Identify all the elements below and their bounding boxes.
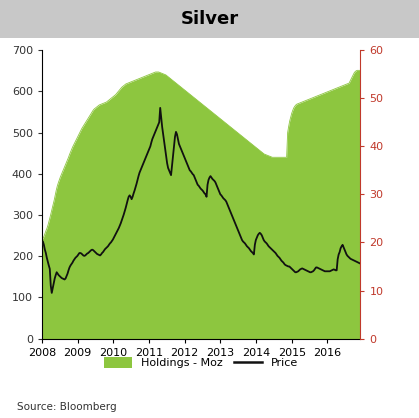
Text: Silver: Silver: [181, 10, 238, 28]
Text: Source: Bloomberg: Source: Bloomberg: [17, 402, 116, 412]
Legend: Holdings - Moz, Price: Holdings - Moz, Price: [100, 352, 302, 373]
